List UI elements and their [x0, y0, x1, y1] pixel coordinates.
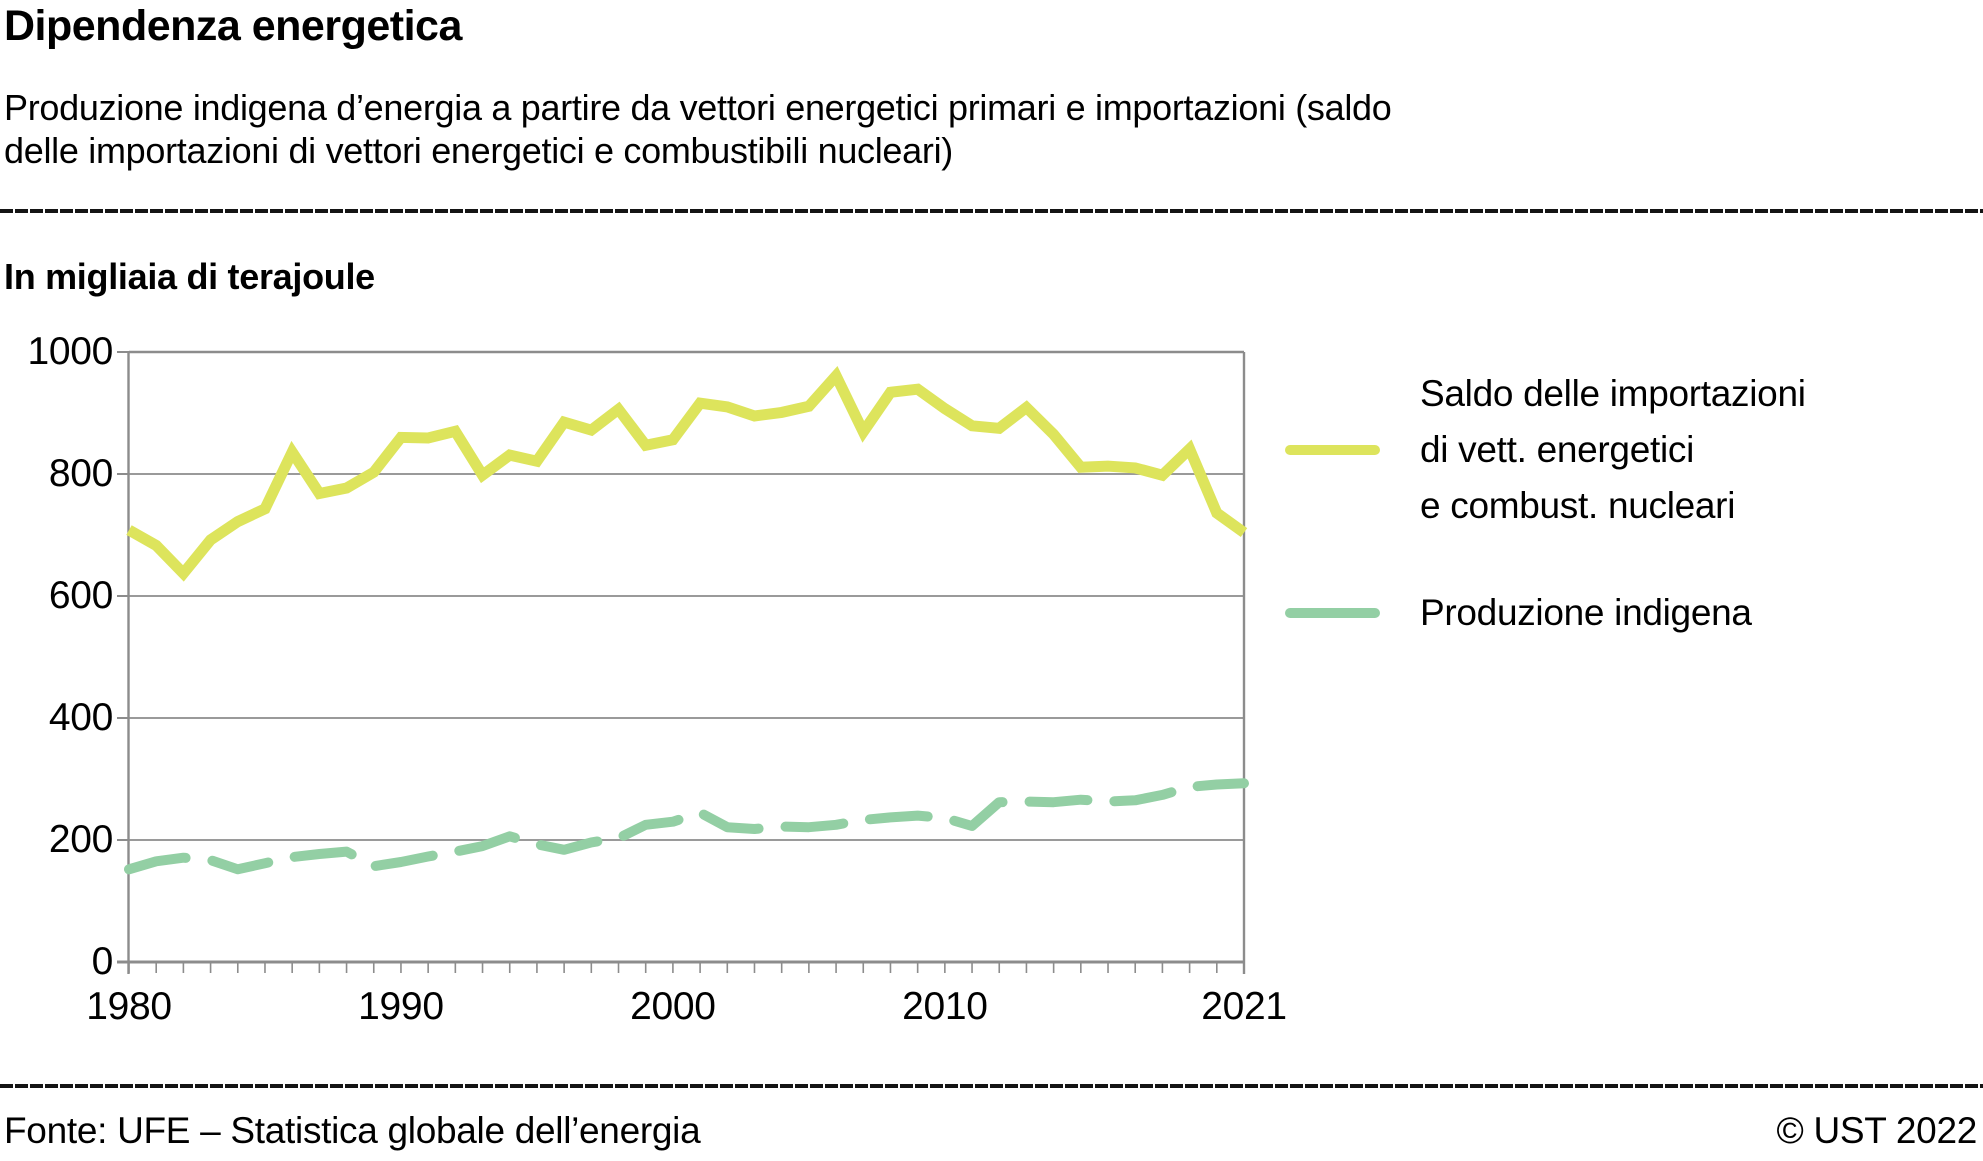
y-tick-label-800: 800 — [48, 452, 113, 495]
legend-label-line: Produzione indigena — [1420, 592, 1752, 633]
legend-swatch-produzione-indigena — [1285, 608, 1380, 618]
legend-label-saldo-importazioni: Saldo delle importazioni di vett. energet… — [1420, 366, 1806, 534]
x-tick-label-2010: 2010 — [902, 985, 988, 1028]
x-tick-label-1980: 1980 — [86, 985, 172, 1028]
unit-label: In migliaia di terajoule — [4, 256, 375, 297]
chart-subtitle: Produzione indigena d’energia a partire … — [4, 86, 1392, 172]
legend-swatch-saldo-importazioni — [1285, 445, 1380, 455]
line-chart-plot — [117, 350, 1249, 974]
series-line-produzione-indigena — [124, 778, 1249, 875]
copyright-label: © UST 2022 — [1776, 1110, 1978, 1151]
page-title: Dipendenza energetica — [4, 2, 462, 50]
legend-label-line: e combust. nucleari — [1420, 485, 1736, 526]
legend-label-line: di vett. energetici — [1420, 429, 1695, 470]
y-tick-label-200: 200 — [48, 818, 113, 861]
footer-separator — [0, 1084, 1983, 1088]
subtitle-line-1: Produzione indigena d’energia a partire … — [4, 87, 1392, 128]
y-tick-label-600: 600 — [48, 574, 113, 617]
header-separator — [0, 209, 1983, 213]
y-tick-label-400: 400 — [48, 696, 113, 739]
subtitle-line-2: delle importazioni di vettori energetici… — [4, 130, 953, 171]
source-label: Fonte: UFE – Statistica globale dell’ene… — [4, 1110, 701, 1151]
x-tick-label-2021: 2021 — [1201, 985, 1287, 1028]
x-tick-label-1990: 1990 — [358, 985, 444, 1028]
y-tick-label-0: 0 — [91, 940, 114, 983]
legend-label-line: Saldo delle importazioni — [1420, 373, 1806, 414]
y-tick-label-1000: 1000 — [27, 330, 113, 373]
x-tick-label-2000: 2000 — [630, 985, 716, 1028]
legend-label-produzione-indigena: Produzione indigena — [1420, 585, 1752, 641]
series-line-saldo-importazioni — [126, 366, 1248, 582]
